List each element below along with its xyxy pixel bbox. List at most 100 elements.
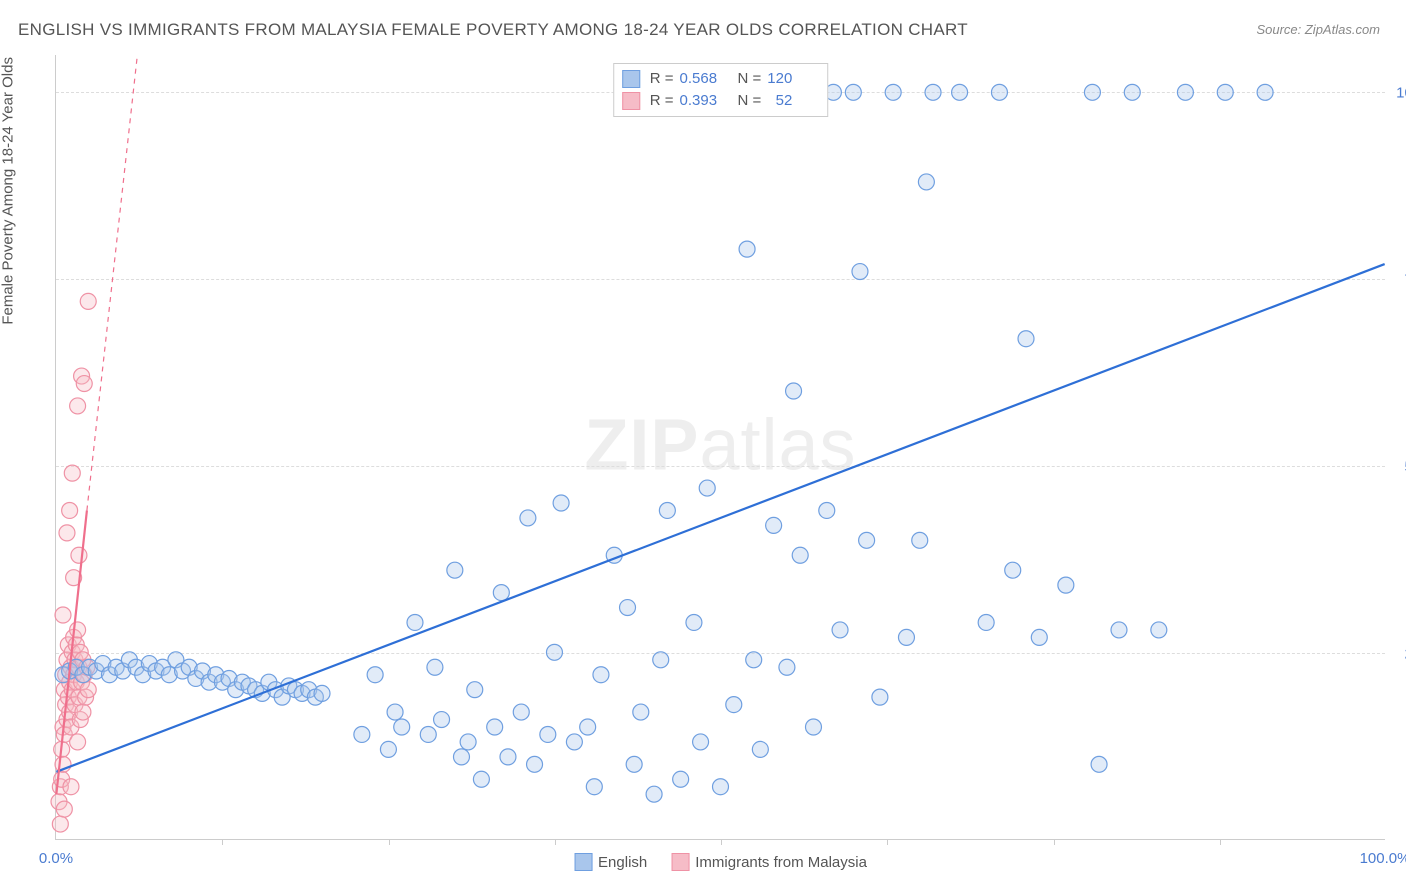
data-point [593,667,609,683]
legend-item: English [574,853,647,871]
data-point [487,719,503,735]
data-point [56,801,72,817]
data-point [819,502,835,518]
data-point [586,779,602,795]
data-point [520,510,536,526]
x-tick [555,839,556,845]
data-point [70,622,86,638]
data-point [978,614,994,630]
data-point [553,495,569,511]
data-point [1031,629,1047,645]
x-tick [222,839,223,845]
data-point [633,704,649,720]
data-point [1058,577,1074,593]
x-tick [1054,839,1055,845]
legend-item: Immigrants from Malaysia [671,853,867,871]
chart-container: ENGLISH VS IMMIGRANTS FROM MALAYSIA FEMA… [0,0,1406,892]
n-label: N = [738,90,762,112]
data-point [726,697,742,713]
data-point [1217,84,1233,100]
data-point [1177,84,1193,100]
data-point [991,84,1007,100]
data-point [420,726,436,742]
data-point [434,712,450,728]
data-point [427,659,443,675]
data-point [1018,331,1034,347]
x-tick [389,839,390,845]
data-point [885,84,901,100]
scatter-svg [56,55,1385,839]
correlation-legend: R = 0.568 N = 120 R = 0.393 N = 52 [613,63,829,117]
data-point [314,685,330,701]
n-label: N = [738,68,762,90]
data-point [380,741,396,757]
data-point [752,741,768,757]
data-point [1257,84,1273,100]
legend-row: R = 0.393 N = 52 [622,90,816,112]
data-point [63,779,79,795]
data-point [75,704,91,720]
data-point [354,726,370,742]
data-point [546,644,562,660]
data-point [925,84,941,100]
data-point [566,734,582,750]
data-point [493,585,509,601]
data-point [580,719,596,735]
data-point [540,726,556,742]
data-point [859,532,875,548]
data-point [460,734,476,750]
data-point [76,376,92,392]
data-point [805,719,821,735]
data-point [1005,562,1021,578]
data-point [626,756,642,772]
r-label: R = [650,68,674,90]
data-point [80,293,96,309]
r-value: 0.393 [680,90,728,112]
legend-swatch [622,92,640,110]
data-point [1084,84,1100,100]
data-point [673,771,689,787]
data-point [513,704,529,720]
data-point [832,622,848,638]
x-axis-min-label: 0.0% [39,850,73,867]
data-point [852,264,868,280]
data-point [80,682,96,698]
data-point [766,517,782,533]
data-point [792,547,808,563]
data-point [713,779,729,795]
data-point [699,480,715,496]
data-point [786,383,802,399]
data-point [64,465,80,481]
legend-swatch [622,70,640,88]
data-point [653,652,669,668]
data-point [646,786,662,802]
data-point [1091,756,1107,772]
n-value: 52 [767,90,815,112]
data-point [70,734,86,750]
series-legend: English Immigrants from Malaysia [574,853,867,871]
data-point [872,689,888,705]
data-point [918,174,934,190]
legend-label: English [598,854,647,871]
r-label: R = [650,90,674,112]
data-point [912,532,928,548]
data-point [779,659,795,675]
data-point [387,704,403,720]
data-point [55,607,71,623]
data-point [71,547,87,563]
data-point [52,816,68,832]
x-tick [1220,839,1221,845]
legend-swatch [671,853,689,871]
chart-title: ENGLISH VS IMMIGRANTS FROM MALAYSIA FEMA… [18,20,968,40]
x-tick [887,839,888,845]
data-point [746,652,762,668]
data-point [473,771,489,787]
data-point [500,749,516,765]
data-point [1111,622,1127,638]
data-point [447,562,463,578]
data-point [1151,622,1167,638]
data-point [367,667,383,683]
n-value: 120 [767,68,815,90]
data-point [70,398,86,414]
data-point [394,719,410,735]
